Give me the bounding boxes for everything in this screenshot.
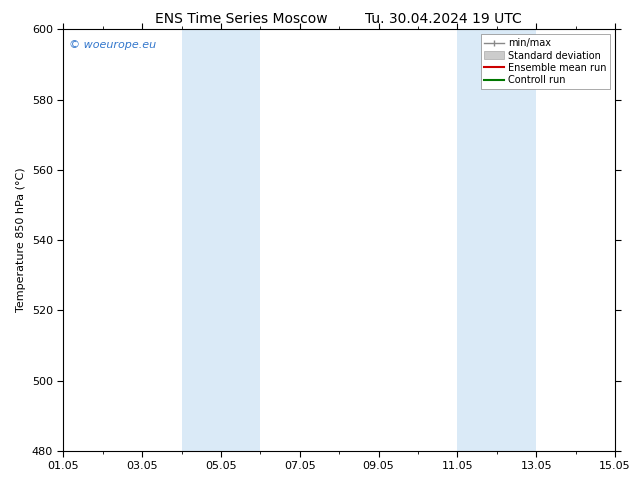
Text: ENS Time Series Moscow: ENS Time Series Moscow — [155, 12, 327, 26]
Legend: min/max, Standard deviation, Ensemble mean run, Controll run: min/max, Standard deviation, Ensemble me… — [481, 34, 610, 89]
Text: Tu. 30.04.2024 19 UTC: Tu. 30.04.2024 19 UTC — [365, 12, 522, 26]
Y-axis label: Temperature 850 hPa (°C): Temperature 850 hPa (°C) — [16, 168, 26, 313]
Text: © woeurope.eu: © woeurope.eu — [69, 40, 156, 50]
Bar — [457, 29, 536, 451]
Bar — [181, 29, 261, 451]
